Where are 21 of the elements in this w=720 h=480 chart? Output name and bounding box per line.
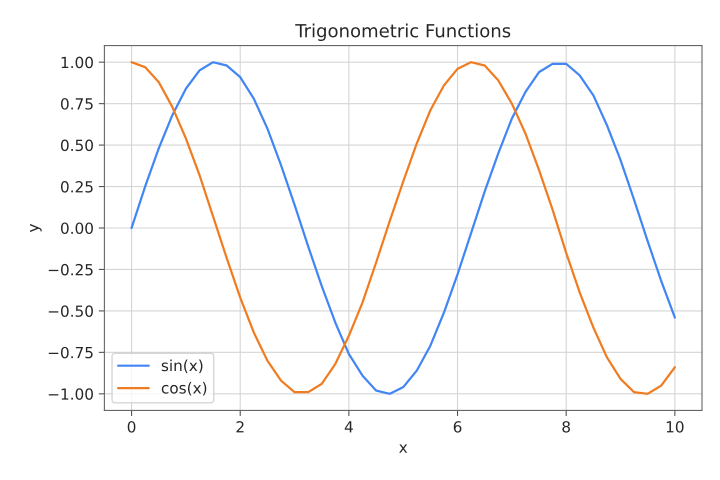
y-axis-title: y xyxy=(30,224,42,232)
y-tick-label: −0.25 xyxy=(48,264,93,276)
chart-title: Trigonometric Functions xyxy=(295,24,510,42)
y-tick-label: 0.00 xyxy=(60,222,93,234)
x-tick-label: 4 xyxy=(344,421,353,432)
legend-label: cos(x) xyxy=(162,382,206,396)
y-tick-label: −0.50 xyxy=(48,305,93,317)
y-tick-label: 0.50 xyxy=(60,140,93,152)
y-tick-label: 0.25 xyxy=(60,181,93,193)
y-tick-label: −1.00 xyxy=(48,388,93,400)
y-tick-label: 1.00 xyxy=(62,56,93,68)
x-tick-label: 0 xyxy=(128,421,136,433)
x-tick-label: 10 xyxy=(666,421,684,433)
x-axis-title: x xyxy=(399,444,408,453)
x-tick-label: 2 xyxy=(236,421,244,432)
line-series xyxy=(130,61,676,395)
x-tick-label: 6 xyxy=(454,421,462,433)
x-tick-label: 8 xyxy=(562,421,570,433)
y-tick-label: −0.75 xyxy=(48,346,93,358)
y-tick-label: 0.75 xyxy=(60,98,93,110)
legend-label: sin(x) xyxy=(162,359,202,374)
